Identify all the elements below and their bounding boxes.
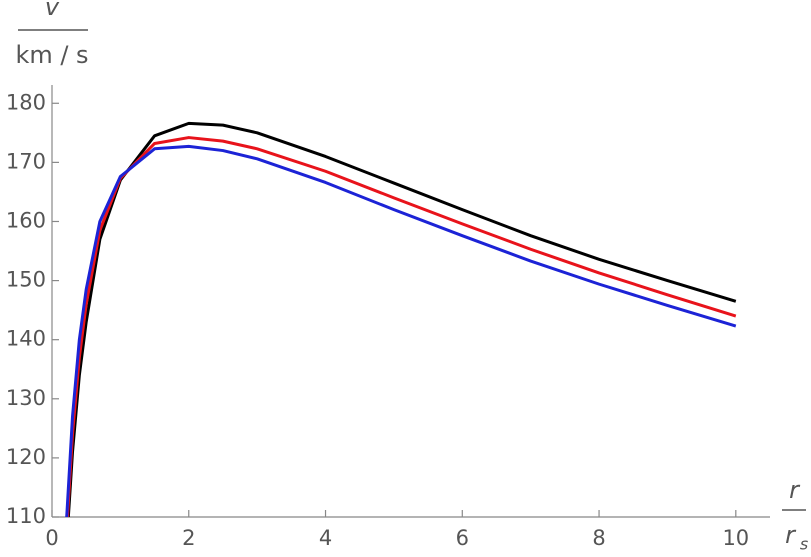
y-tick-label: 150 [6,268,46,292]
x-label-denominator: r [785,521,797,549]
y-label-denominator: km / s [15,41,88,69]
x-tick-label: 0 [45,526,58,550]
x-tick-label: 8 [592,526,605,550]
y-tick-label: 130 [6,386,46,410]
x-tick-label: 4 [319,526,332,550]
y-tick-label: 120 [6,445,46,469]
series-line [66,121,737,517]
x-label-numerator: r [789,476,801,504]
y-label-numerator: v [45,0,60,21]
y-tick-label: 160 [6,208,46,232]
x-tick-label: 6 [456,526,469,550]
y-tick-label: 110 [6,504,46,528]
series-line [65,136,737,517]
y-tick-label: 170 [6,149,46,173]
x-tick-label: 10 [722,526,749,550]
x-label-subscript: s [800,535,808,554]
x-tick-label: 2 [182,526,195,550]
y-tick-label: 180 [6,90,46,114]
y-tick-label: 140 [6,327,46,351]
series-line [65,144,737,517]
